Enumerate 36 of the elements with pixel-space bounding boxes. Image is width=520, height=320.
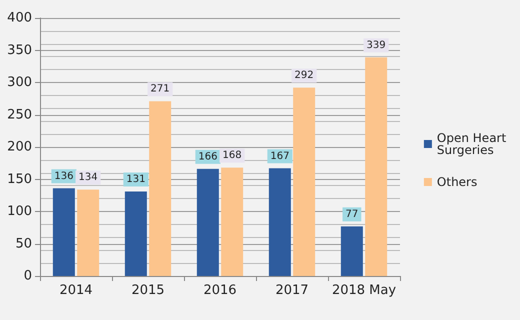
- y-tick-label: 350: [7, 42, 32, 58]
- data-label: 136: [54, 170, 74, 182]
- data-label: 168: [222, 150, 242, 162]
- bar: [77, 190, 100, 276]
- y-tick-label: 200: [7, 140, 32, 154]
- bar: [293, 88, 316, 276]
- data-label: 271: [150, 84, 170, 95]
- legend-label: Open Heart Surgeries: [436, 131, 510, 157]
- data-label: 292: [294, 70, 314, 82]
- data-label: 166: [198, 151, 218, 162]
- x-tick-label: 2017: [275, 283, 309, 298]
- y-tick-label: 250: [7, 107, 32, 122]
- y-tick-label: 0: [24, 268, 32, 284]
- bar: [221, 168, 244, 276]
- data-label: 339: [366, 40, 386, 51]
- data-label: 134: [78, 172, 98, 184]
- y-tick-label: 400: [7, 10, 32, 26]
- bar: [52, 188, 75, 276]
- bar: [149, 101, 172, 276]
- legend-label: Others: [436, 175, 478, 189]
- x-tick-label: 2015: [131, 283, 165, 298]
- x-tick-label: 2018 May: [332, 283, 396, 298]
- y-tick-label: 150: [7, 172, 32, 187]
- y-tick-label: 100: [7, 204, 32, 219]
- bar: [340, 226, 363, 276]
- bar: [268, 168, 291, 276]
- x-tick-label: 2014: [59, 283, 93, 298]
- y-tick-label: 300: [7, 75, 32, 90]
- bar: [365, 57, 388, 276]
- data-label: 77: [346, 208, 358, 220]
- bar: [124, 192, 147, 276]
- data-label: 131: [126, 174, 146, 186]
- y-tick-label: 50: [15, 236, 32, 252]
- x-tick-label: 2016: [203, 283, 237, 298]
- data-label: 167: [270, 150, 290, 162]
- bar: [196, 168, 219, 276]
